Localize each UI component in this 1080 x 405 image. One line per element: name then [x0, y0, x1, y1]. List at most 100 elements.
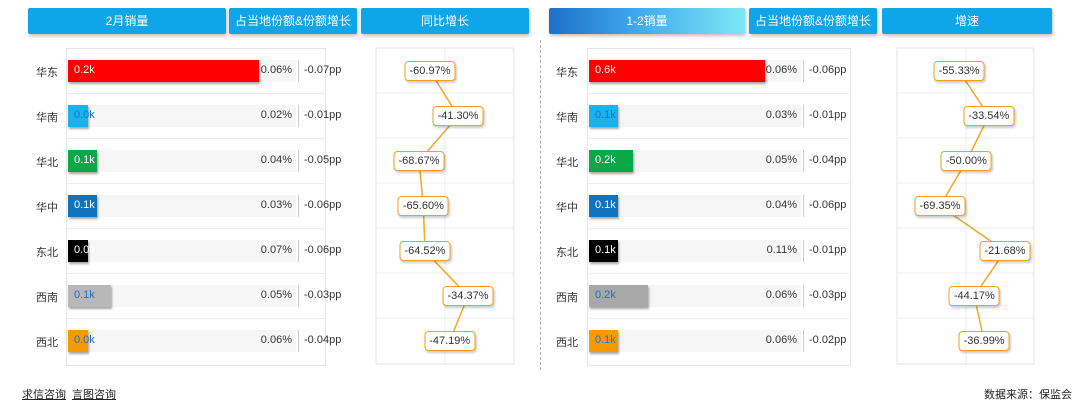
right-region-label: 华东	[556, 64, 588, 80]
right-separator	[803, 195, 804, 217]
right-region-label: 华北	[556, 154, 588, 170]
left-share-value: 0.07%	[256, 244, 292, 256]
right-region-label: 西北	[556, 334, 588, 350]
header-yoy-growth: 同比增长	[361, 8, 529, 34]
right-share-change: -0.01pp	[809, 109, 846, 121]
right-share-value: 0.04%	[761, 199, 797, 211]
left-row-gridline	[66, 273, 324, 274]
right-bar-label: 0.6k	[595, 64, 616, 76]
left-growth-point-label: -60.97%	[405, 61, 456, 81]
right-bar: 0.1k	[589, 195, 618, 217]
header-right-share: 占当地份额&份额增长	[749, 8, 877, 34]
left-region-label: 西北	[36, 334, 68, 350]
header-left-share: 占当地份额&份额增长	[229, 8, 357, 34]
left-row-gridline	[66, 228, 324, 229]
right-bar-label: 0.1k	[595, 199, 616, 211]
right-bar-label: 0.2k	[595, 154, 616, 166]
right-bar: 0.1k	[589, 330, 618, 352]
right-growth-point-label: -21.68%	[980, 241, 1031, 261]
right-row-gridline	[587, 273, 849, 274]
left-separator	[298, 195, 299, 217]
right-growth-point-label: -50.00%	[941, 151, 992, 171]
right-region-label: 东北	[556, 244, 588, 260]
left-separator	[298, 60, 299, 82]
left-share-value: 0.04%	[256, 154, 292, 166]
left-bar: 0.1k	[68, 195, 97, 217]
left-region-label: 华东	[36, 64, 68, 80]
left-region-label: 华中	[36, 199, 68, 215]
left-growth-point-label: -64.52%	[399, 241, 450, 261]
left-share-change: -0.01pp	[304, 109, 341, 121]
left-bar-label: 0.1k	[74, 199, 95, 211]
left-bar: 0.1k	[68, 285, 111, 307]
left-separator	[298, 285, 299, 307]
right-bar: 0.1k	[589, 105, 618, 127]
right-growth-point-label: -36.99%	[959, 331, 1010, 351]
right-bar-label: 0.1k	[595, 109, 616, 121]
header-growth-rate: 增速	[882, 8, 1052, 34]
left-bar-label: 0.1k	[74, 154, 95, 166]
right-share-value: 0.03%	[761, 109, 797, 121]
right-row-gridline	[587, 228, 849, 229]
left-separator	[298, 240, 299, 262]
left-share-value: 0.06%	[256, 334, 292, 346]
right-share-value: 0.11%	[761, 244, 797, 256]
right-growth-point-label: -44.17%	[949, 286, 1000, 306]
left-share-value: 0.06%	[256, 64, 292, 76]
right-separator	[803, 285, 804, 307]
left-bar-label: 0.0k	[74, 244, 95, 256]
left-row-gridline	[66, 138, 324, 139]
right-region-label: 西南	[556, 289, 588, 305]
footer-link-qiuxin[interactable]: 求信咨询	[22, 389, 66, 401]
right-bar: 0.6k	[589, 60, 765, 82]
left-bar-label: 0.2k	[74, 64, 95, 76]
left-share-value: 0.02%	[256, 109, 292, 121]
right-region-label: 华中	[556, 199, 588, 215]
right-share-change: -0.06pp	[809, 64, 846, 76]
left-row-gridline	[66, 93, 324, 94]
right-growth-point-label: -33.54%	[963, 106, 1014, 126]
left-share-value: 0.03%	[256, 199, 292, 211]
left-growth-point-label: -34.37%	[443, 286, 494, 306]
left-region-label: 华北	[36, 154, 68, 170]
left-separator	[298, 105, 299, 127]
right-region-label: 华南	[556, 109, 588, 125]
right-share-change: -0.03pp	[809, 289, 846, 301]
left-growth-point-label: -47.19%	[424, 331, 475, 351]
right-share-value: 0.06%	[761, 289, 797, 301]
right-growth-point-label: -55.33%	[934, 61, 985, 81]
left-bar: 0.2k	[68, 60, 259, 82]
right-share-value: 0.06%	[761, 334, 797, 346]
right-share-change: -0.06pp	[809, 199, 846, 211]
right-row-gridline	[587, 318, 849, 319]
right-separator	[803, 150, 804, 172]
footer-link-yantu[interactable]: 言图咨询	[72, 389, 116, 401]
right-separator	[803, 105, 804, 127]
right-separator	[803, 240, 804, 262]
left-separator	[298, 150, 299, 172]
left-region-label: 华南	[36, 109, 68, 125]
right-separator	[803, 60, 804, 82]
right-bar: 0.2k	[589, 150, 633, 172]
right-separator	[803, 330, 804, 352]
left-share-change: -0.03pp	[304, 289, 341, 301]
left-bar: 0.1k	[68, 150, 97, 172]
header-jan-feb-sales: 1-2销量	[549, 8, 745, 34]
left-bar: 0.0k	[68, 330, 88, 352]
right-growth-point-label: -69.35%	[915, 196, 966, 216]
right-share-change: -0.01pp	[809, 244, 846, 256]
left-growth-point-label: -68.67%	[394, 151, 445, 171]
left-growth-point-label: -65.60%	[398, 196, 449, 216]
right-row-gridline	[587, 138, 849, 139]
right-bar-label: 0.1k	[595, 244, 616, 256]
right-share-change: -0.02pp	[809, 334, 846, 346]
right-share-change: -0.04pp	[809, 154, 846, 166]
left-bar-label: 0.0k	[74, 334, 95, 346]
left-share-change: -0.07pp	[304, 64, 341, 76]
left-share-change: -0.06pp	[304, 199, 341, 211]
left-bar-label: 0.1k	[74, 289, 95, 301]
right-bar-label: 0.1k	[595, 334, 616, 346]
left-row-gridline	[66, 318, 324, 319]
data-source: 数据来源：保监会	[984, 386, 1072, 402]
right-row-gridline	[587, 183, 849, 184]
